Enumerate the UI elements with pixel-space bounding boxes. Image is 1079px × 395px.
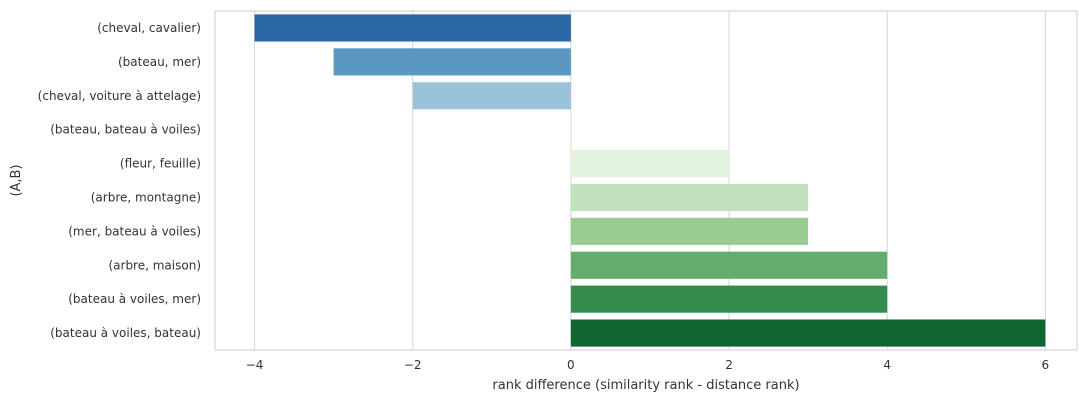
- x-tick-label: 6: [1042, 358, 1050, 372]
- x-axis-label: rank difference (similarity rank - dista…: [492, 378, 799, 393]
- x-tick-labels: −4 −2 0 2 4 6: [246, 358, 1049, 372]
- y-tick-label: (bateau, bateau à voiles): [50, 123, 201, 137]
- y-tick-label: (cheval, cavalier): [97, 21, 201, 35]
- y-tick-label: (bateau, mer): [118, 55, 201, 69]
- y-tick-labels: (cheval, cavalier) (bateau, mer) (cheval, …: [38, 21, 201, 340]
- bar: [333, 48, 571, 76]
- bars: [254, 14, 1046, 347]
- y-tick-label: (bateau à voiles, bateau): [50, 326, 201, 340]
- bar: [570, 251, 888, 279]
- y-tick-label: (arbre, montagne): [91, 190, 201, 204]
- bar: [570, 217, 809, 245]
- bar: [570, 285, 888, 313]
- y-axis-label: (A,B): [9, 164, 24, 196]
- bar: [412, 82, 571, 110]
- y-tick-label: (mer, bateau à voiles): [68, 224, 201, 238]
- bar: [570, 149, 730, 178]
- y-tick-label: (bateau à voiles, mer): [68, 292, 201, 306]
- x-tick-label: 2: [725, 358, 733, 372]
- y-tick-label: (fleur, feuille): [120, 157, 201, 171]
- bar: [254, 14, 571, 42]
- y-tick-label: (cheval, voiture à attelage): [38, 89, 201, 103]
- x-tick-label: −4: [246, 358, 264, 372]
- bar: [570, 319, 1046, 347]
- x-tick-label: 0: [567, 358, 575, 372]
- x-tick-label: −2: [404, 358, 422, 372]
- x-tick-label: 4: [883, 358, 891, 372]
- plot-frame: [214, 10, 1078, 351]
- bar: [570, 183, 809, 212]
- y-tick-label: (arbre, maison): [108, 258, 201, 272]
